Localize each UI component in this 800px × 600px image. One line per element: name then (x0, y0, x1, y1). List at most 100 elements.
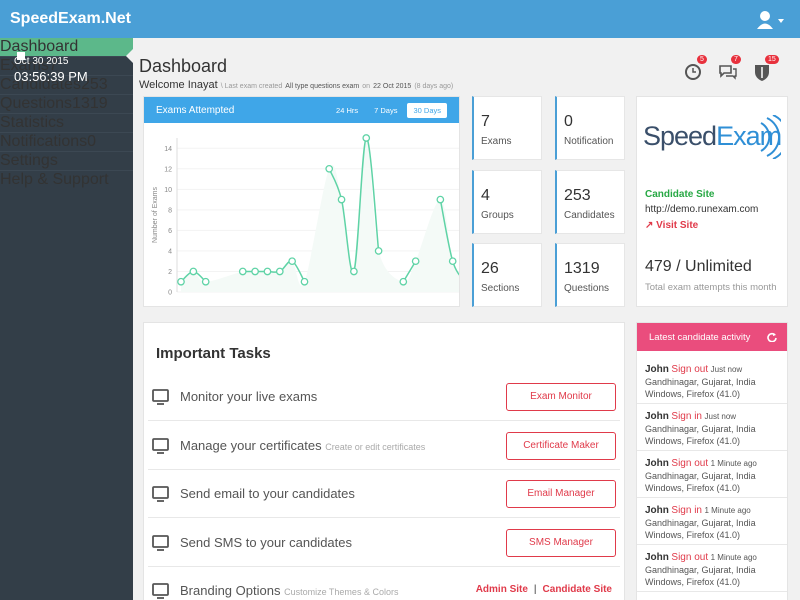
site-card: SpeedExam Candidate Site http://demo.run… (636, 96, 788, 307)
page-title: Dashboard (139, 56, 228, 76)
alert-badge: 15 (765, 55, 779, 64)
link-text[interactable]: Visit Site (656, 220, 699, 231)
chart-title: Exams Attempted (156, 105, 235, 116)
menu-label[interactable]: Statistics (0, 114, 65, 131)
point (251, 267, 259, 276)
point (399, 277, 408, 286)
stat-card[interactable]: 7 Exams (472, 96, 542, 160)
visit-site-link[interactable]: ↗ Visit Site (645, 220, 699, 231)
attempts-limit: / Unlimited (676, 258, 752, 275)
task-row: Send email to your candidates Email Manag… (148, 470, 620, 518)
alert-badge: 7 (731, 55, 741, 64)
range-tabs: 24 Hrs 7 Days 30 Days (330, 103, 447, 118)
task-link[interactable]: Candidate Site (542, 584, 612, 595)
brand[interactable]: SpeedExam.Net (10, 10, 131, 27)
range-tab[interactable]: 7 Days (374, 106, 398, 115)
task-button[interactable]: Exam Monitor (506, 383, 616, 411)
point (300, 277, 309, 286)
range-tab[interactable]: 24 Hrs (336, 106, 359, 115)
activity-location: Gandhinagar, Gujarat, India (645, 518, 756, 528)
stat-card[interactable]: 0 Notification (555, 96, 625, 160)
task-row: Send SMS to your candidates SMS Manager (148, 519, 620, 567)
task-text: Manage your certificates Create or edit … (180, 438, 425, 453)
menu-item[interactable]: Questions1319 (0, 52, 133, 113)
task-hint: Customize Themes & Colors (284, 587, 399, 597)
task-text: Send email to your candidates (180, 486, 355, 501)
menu-item[interactable]: Help & Support (0, 52, 133, 189)
menu-badge: 7 (48, 57, 58, 74)
stat-card[interactable]: 253 Candidates (555, 169, 625, 234)
y-tick-label: 8 (168, 207, 172, 214)
point (275, 267, 284, 276)
activity-time: Just now (710, 365, 743, 374)
task-label: Send email to your candidates (180, 486, 355, 501)
activity-location: Gandhinagar, Gujarat, India (645, 424, 756, 434)
menu-label[interactable]: Settings (0, 152, 58, 169)
stat-label: Sections (481, 283, 520, 294)
activity-card: Latest candidate activity (636, 322, 788, 600)
menu-item[interactable]: Dashboard (0, 38, 133, 63)
time: 03:56:39 PM (14, 69, 88, 84)
logo-part: Exam (716, 121, 782, 151)
point (362, 134, 371, 142)
menu-badge: 0 (87, 133, 97, 150)
y-tick-label: 2 (168, 269, 172, 276)
stat-label: Questions (564, 283, 610, 294)
menu-label[interactable]: Notifications (0, 133, 88, 150)
activity-item: John Sign in Just now Gandhinagar, Gujara… (637, 404, 787, 451)
refresh-icon[interactable] (767, 332, 777, 342)
menu-label[interactable]: Exams (0, 57, 49, 74)
activity-time: 1 Minute ago (710, 553, 757, 562)
top-bar: SpeedExam.Net (0, 0, 800, 38)
menu-item[interactable]: Statistics (0, 52, 133, 132)
task-text: Branding Options Customize Themes & Colo… (180, 583, 398, 598)
menu-label[interactable]: Questions (0, 95, 73, 112)
y-axis-label: Number of Exams (152, 186, 159, 243)
stat-value: 4 (481, 186, 490, 204)
stat-card[interactable]: 1319 Questions (555, 243, 625, 307)
activity-head: John Sign out 1 Minute ago (645, 457, 787, 470)
task-text: Monitor your live exams (180, 389, 317, 404)
last-exam-on: on (362, 83, 371, 90)
range-tab[interactable]: 30 Days (407, 103, 447, 118)
menu-item[interactable]: Notifications0 (0, 52, 133, 151)
task-icon (152, 583, 169, 599)
point (448, 257, 457, 266)
task-icon (152, 534, 169, 551)
point (436, 195, 445, 204)
activity-head: John Sign in 1 Minute ago (645, 504, 787, 517)
menu-item[interactable]: Settings (0, 52, 133, 170)
activity-head: John Sign in Just now (645, 410, 787, 423)
task-link[interactable]: Admin Site (475, 584, 528, 595)
y-tick-label: 4 (168, 248, 172, 255)
stat-card[interactable]: 4 Groups (472, 169, 542, 234)
menu-label[interactable]: Dashboard (0, 38, 79, 55)
stat-label: Exams (481, 136, 512, 147)
task-label: Manage your certificates (180, 437, 322, 453)
point (350, 267, 358, 276)
menu-label[interactable]: Candidates (0, 76, 81, 93)
logo: SpeedExam (643, 121, 782, 152)
y-tick-label: 6 (168, 228, 172, 235)
point (288, 257, 296, 266)
stat-card[interactable]: 26 Sections (472, 243, 542, 307)
task-label: Monitor your live exams (180, 389, 318, 404)
task-button[interactable]: SMS Manager (506, 528, 616, 557)
logo-part: Speed (643, 121, 717, 151)
alert-icon[interactable] (752, 62, 772, 82)
activity-user: John (645, 552, 669, 563)
alert-icon[interactable] (718, 62, 738, 82)
activity-action: Sign in (671, 411, 702, 422)
y-tick-label: 0 (168, 290, 172, 297)
task-button[interactable]: Certificate Maker (506, 431, 616, 460)
menu-label[interactable]: Help & Support (0, 171, 109, 188)
point (337, 195, 346, 204)
y-tick-label: 12 (164, 166, 172, 173)
stat-value: 0 (564, 113, 573, 130)
user-menu[interactable] (756, 10, 786, 30)
activity-item: John Sign out Just now Gandhinagar, Gujar… (637, 357, 787, 404)
alert-icon[interactable] (684, 62, 704, 82)
task-button[interactable]: Email Manager (506, 480, 616, 508)
